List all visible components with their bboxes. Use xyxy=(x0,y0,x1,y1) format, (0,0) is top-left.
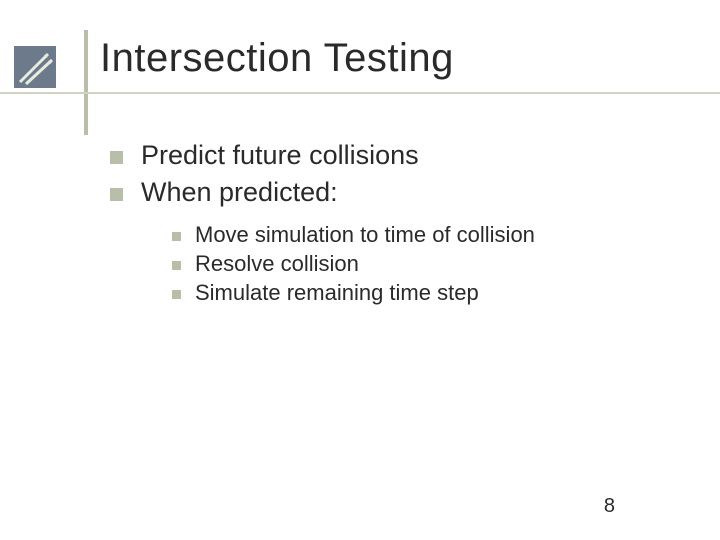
bullet-square-icon xyxy=(172,261,181,270)
bullet-text: Resolve collision xyxy=(195,251,359,277)
bullet-level1: When predicted: xyxy=(110,177,670,208)
slide-logo xyxy=(14,46,56,88)
horizontal-accent-line xyxy=(0,92,720,94)
bullet-text: Simulate remaining time step xyxy=(195,280,479,306)
bullet-square-icon xyxy=(110,151,123,164)
bullet-level2: Simulate remaining time step xyxy=(172,280,670,306)
slide-content: Predict future collisions When predicted… xyxy=(110,140,670,309)
slide-title: Intersection Testing xyxy=(100,36,454,81)
page-number: 8 xyxy=(604,495,615,518)
bullet-text: Move simulation to time of collision xyxy=(195,222,535,248)
bullet-text: Predict future collisions xyxy=(141,140,419,171)
bullet-level2: Resolve collision xyxy=(172,251,670,277)
vertical-accent-line xyxy=(84,30,88,135)
bullet-square-icon xyxy=(172,232,181,241)
bullet-text: When predicted: xyxy=(141,177,338,208)
bullet-level2: Move simulation to time of collision xyxy=(172,222,670,248)
bullet-square-icon xyxy=(110,188,123,201)
bullet-square-icon xyxy=(172,290,181,299)
sub-bullets: Move simulation to time of collision Res… xyxy=(172,222,670,306)
bullet-level1: Predict future collisions xyxy=(110,140,670,171)
